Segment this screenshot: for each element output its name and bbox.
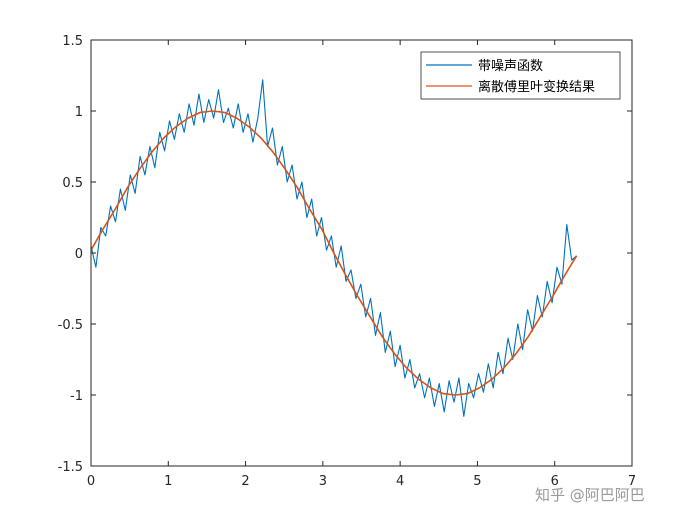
x-tick-label: 1: [164, 474, 172, 489]
legend[interactable]: 带噪声函数 离散傅里叶变换结果: [420, 51, 621, 100]
x-tick-label: 0: [87, 474, 95, 489]
y-tick-label: -0.5: [58, 318, 83, 333]
x-tick-label: 2: [241, 474, 249, 489]
legend-box: [420, 51, 621, 100]
x-tick-label: 4: [396, 474, 404, 489]
y-tick-label: -1: [70, 389, 83, 404]
x-tick-label: 7: [628, 474, 636, 489]
legend-label-noisy: 带噪声函数: [478, 59, 543, 74]
y-tick-label: -1.5: [58, 460, 83, 475]
y-tick-label: 0: [75, 247, 83, 262]
y-tick-label: 0.5: [62, 176, 83, 191]
y-axis: 1.5 1 0.5 0 -0.5 -1 -1.5: [58, 34, 632, 475]
plot-area: 0 1 2 3 4 5 6 7 1.5 1 0.5 0 -0.5 -1 -1.5: [58, 34, 637, 489]
series-line-dft-result: [90, 110, 578, 396]
watermark: 知乎 @阿巴阿巴: [535, 486, 645, 504]
y-tick-label: 1.5: [62, 34, 83, 49]
x-tick-label: 3: [319, 474, 327, 489]
x-axis: 0 1 2 3 4 5 6 7: [87, 40, 636, 489]
y-tick-label: 1: [75, 105, 83, 120]
series-layer: [90, 79, 578, 417]
legend-label-dft: 离散傅里叶变换结果: [478, 79, 595, 95]
x-tick-label: 5: [473, 474, 481, 489]
x-tick-label: 6: [551, 474, 559, 489]
